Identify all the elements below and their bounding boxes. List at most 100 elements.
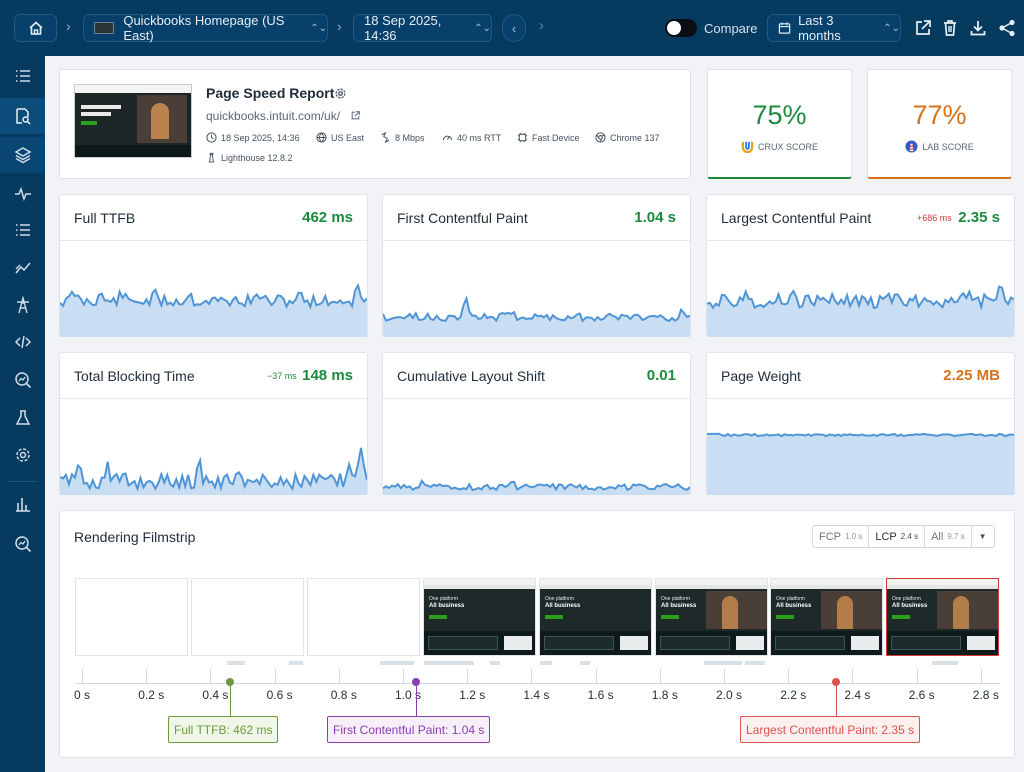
timeline-tick-label: 2.6 s <box>908 688 935 702</box>
timeline-marker-label[interactable]: Full TTFB: 462 ms <box>168 716 279 743</box>
sidebar-item-monitoring[interactable] <box>0 526 45 562</box>
sidebar-item-vitals[interactable] <box>0 176 45 212</box>
frame-subheadline: All business <box>429 603 465 609</box>
trash-icon[interactable] <box>940 18 960 38</box>
frame-progress-bar <box>580 661 590 665</box>
breadcrumb-chevron-icon: › <box>337 18 342 34</box>
pulse-icon <box>14 186 31 202</box>
metric-delta: +686 ms <box>917 213 952 223</box>
frame-progress-bar <box>490 661 500 665</box>
sidebar-item-dashboards[interactable] <box>0 486 45 522</box>
crux-logo-icon <box>741 141 754 153</box>
sidebar-item-experiments[interactable] <box>0 400 45 436</box>
test-selector[interactable]: Quickbooks Homepage (US East) ⌃⌄ <box>83 13 328 43</box>
open-external-icon[interactable] <box>913 18 933 38</box>
frame-hero-person <box>837 596 853 629</box>
flask-icon <box>15 410 30 425</box>
metric-card-cls[interactable]: Cumulative Layout Shift 0.01 <box>382 352 691 495</box>
metric-card-full-ttfb[interactable]: Full TTFB 462 ms <box>59 194 368 337</box>
frame-header <box>656 579 767 585</box>
timeline-tick <box>788 669 790 683</box>
filmstrip-frame[interactable]: One platform All business <box>770 578 883 656</box>
filmstrip-frame-lcp[interactable]: One platform All business <box>886 578 999 656</box>
divider <box>707 398 1014 399</box>
frame-footer-panel <box>428 636 498 650</box>
tower-icon <box>16 296 29 314</box>
next-test-button[interactable]: › <box>539 17 544 34</box>
bandwidth-icon <box>381 132 390 143</box>
sparkline-line <box>383 478 690 492</box>
home-button[interactable] <box>14 14 57 42</box>
meta-test-time: 18 Sep 2025, 14:36 <box>206 132 300 143</box>
date-selector[interactable]: 18 Sep 2025, 14:36 ⌃⌄ <box>353 13 492 43</box>
frame-nav <box>424 585 535 589</box>
sparkline-area <box>707 286 1014 337</box>
filmstrip-frame-blank[interactable] <box>191 578 304 656</box>
sidebar-item-overview[interactable] <box>0 58 45 94</box>
sidebar-item-analysis[interactable] <box>0 362 45 398</box>
filmstrip-mode-group: FCP 1.0 s LCP 2.4 s All 9.7 s ▼ <box>812 525 995 548</box>
document-search-icon <box>15 108 31 125</box>
report-url[interactable]: quickbooks.intuit.com/uk/ <box>206 109 341 123</box>
metric-card-page-weight[interactable]: Page Weight 2.25 MB <box>706 352 1015 495</box>
frame-cta <box>429 615 447 619</box>
metric-value: 148 ms <box>302 367 353 384</box>
share-icon[interactable] <box>997 18 1017 38</box>
download-icon[interactable] <box>968 18 988 38</box>
filmstrip-title: Rendering Filmstrip <box>74 529 196 545</box>
sidebar-item-settings[interactable] <box>0 437 45 473</box>
filmstrip-frame-blank[interactable] <box>307 578 420 656</box>
filmstrip-frame[interactable]: One platform All business <box>423 578 536 656</box>
sidebar-item-trends[interactable] <box>0 249 45 285</box>
metric-sparkline <box>383 295 690 337</box>
timeline-tick <box>659 669 661 683</box>
list-icon <box>15 224 30 236</box>
filmstrip-mode-dropdown[interactable]: ▼ <box>972 526 994 547</box>
gauge-icon <box>442 135 453 141</box>
filmstrip-mode-all[interactable]: All 9.7 s <box>925 526 972 547</box>
frame-progress-bar <box>745 661 765 665</box>
open-external-icon[interactable] <box>350 110 361 121</box>
filmstrip-frame[interactable]: One platform All business <box>539 578 652 656</box>
timeline-marker-label[interactable]: First Contentful Paint: 1.04 s <box>327 716 491 743</box>
filmstrip-frame-blank[interactable] <box>75 578 188 656</box>
sidebar-item-page-speed-report[interactable] <box>0 98 45 134</box>
lab-score-card[interactable]: 77% LAB SCORE <box>867 69 1012 179</box>
meta-lighthouse: Lighthouse 12.8.2 <box>206 152 293 163</box>
filmstrip-mode-fcp[interactable]: FCP 1.0 s <box>813 526 870 547</box>
metric-card-fcp[interactable]: First Contentful Paint 1.04 s <box>382 194 691 337</box>
previous-test-button[interactable]: ‹ <box>502 14 526 42</box>
timeline-tick-label: 0.4 s <box>202 688 229 702</box>
page-screenshot-thumbnail <box>74 84 192 158</box>
crux-score-card[interactable]: 75% CRUX SCORE <box>707 69 852 179</box>
frame-nav <box>540 585 651 589</box>
date-range-selector[interactable]: Last 3 months ⌃⌄ <box>767 13 901 43</box>
metric-value: 462 ms <box>302 209 353 226</box>
gear-icon[interactable] <box>334 87 347 100</box>
sidebar-divider <box>8 481 37 482</box>
sidebar-item-requests[interactable] <box>0 212 45 248</box>
frame-subheadline: All business <box>661 603 697 609</box>
layers-icon <box>13 147 32 164</box>
sidebar-item-code[interactable] <box>0 324 45 360</box>
frame-subheadline: All business <box>892 603 928 609</box>
filmstrip-frame[interactable]: One platform All business <box>655 578 768 656</box>
clock-icon <box>206 132 217 143</box>
date-range-label: Last 3 months <box>798 13 841 43</box>
metric-value: 2.35 s <box>958 209 1000 226</box>
timeline-tick <box>210 669 212 683</box>
sidebar-item-layers[interactable] <box>0 137 45 173</box>
metric-value: 2.25 MB <box>943 367 1000 384</box>
metric-title: Full TTFB <box>74 210 136 226</box>
frame-progress-bar <box>289 661 303 665</box>
frame-header <box>771 579 882 585</box>
metric-title: Total Blocking Time <box>74 368 195 384</box>
metric-card-lcp[interactable]: Largest Contentful Paint +686 ms 2.35 s <box>706 194 1015 337</box>
frame-progress-bar <box>540 661 552 665</box>
metric-card-tbt[interactable]: Total Blocking Time −37 ms 148 ms <box>59 352 368 495</box>
timeline-marker-label[interactable]: Largest Contentful Paint: 2.35 s <box>740 716 921 743</box>
filmstrip-mode-lcp[interactable]: LCP 2.4 s <box>869 526 926 547</box>
compare-toggle[interactable] <box>665 19 697 37</box>
timeline-marker-line <box>230 686 232 716</box>
sidebar-item-network[interactable] <box>0 287 45 323</box>
